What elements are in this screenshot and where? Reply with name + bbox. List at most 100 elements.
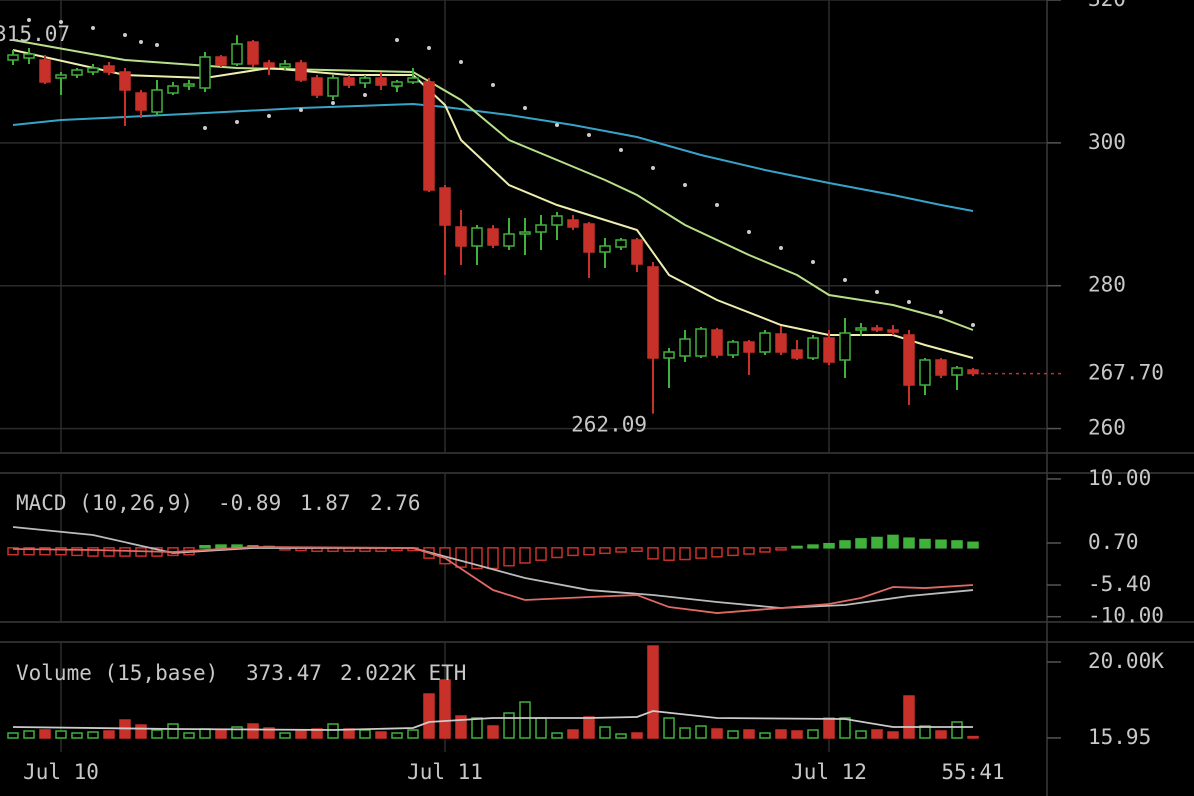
candle-body (151, 89, 163, 113)
macd-histogram-bar (23, 547, 35, 556)
candle-body (839, 332, 851, 361)
volume-bar (551, 732, 563, 739)
volume-bar (903, 695, 915, 739)
macd-histogram-bar (55, 547, 67, 556)
volume-bar (679, 727, 691, 739)
macd-histogram-bar (487, 547, 499, 570)
volume-bar (263, 727, 275, 739)
candle-body (759, 332, 771, 353)
candle-body (199, 56, 211, 89)
indicator-line (12, 39, 974, 331)
x-tick-label: Jul 11 (407, 760, 483, 784)
panel-readout: 2.76 (370, 491, 421, 515)
macd-histogram-bar (199, 545, 211, 549)
sar-dot (267, 114, 271, 118)
candle-body (823, 337, 835, 363)
candle-body (951, 367, 963, 376)
candle-body (599, 245, 611, 253)
sar-dot (875, 290, 879, 294)
candle-body (935, 359, 947, 376)
volume-bar (935, 730, 947, 739)
macd-histogram-bar (695, 547, 707, 559)
volume-bar (807, 729, 819, 739)
candle-body (439, 187, 451, 226)
macd-histogram-bar (583, 547, 595, 556)
candle-body (295, 62, 307, 81)
sar-dot (843, 278, 847, 282)
volume-bar (423, 693, 435, 739)
sar-dot (395, 38, 399, 42)
candle-body (375, 77, 387, 86)
sar-dot (683, 183, 687, 187)
volume-bar (39, 729, 51, 739)
volume-bar (327, 723, 339, 739)
panel-readout: 2.022K ETH (340, 661, 466, 685)
y-tick-label: 260 (1088, 416, 1126, 440)
volume-bar (823, 717, 835, 739)
macd-histogram-bar (87, 547, 99, 557)
volume-bar (951, 721, 963, 739)
candle-body (23, 53, 35, 59)
candle-body (647, 266, 659, 359)
candle-body (183, 83, 195, 87)
sar-dot (91, 26, 95, 30)
volume-bar (55, 730, 67, 739)
panel-title: Volume (15,base) (16, 661, 218, 685)
candle-body (263, 62, 275, 68)
sar-dot (651, 166, 655, 170)
y-tick-label: 0.70 (1088, 530, 1139, 554)
sar-dot (235, 120, 239, 124)
sar-dot (619, 148, 623, 152)
candle-body (775, 333, 787, 353)
macd-histogram-bar (775, 547, 787, 551)
macd-histogram-bar (615, 547, 627, 553)
candle-body (87, 67, 99, 73)
volume-bar (391, 732, 403, 739)
candle-body (471, 227, 483, 247)
macd-histogram-bar (647, 547, 659, 560)
candle-body (727, 341, 739, 356)
volume-bar (23, 730, 35, 739)
candle-body (311, 77, 323, 96)
macd-histogram-bar (839, 540, 851, 549)
volume-bar (567, 729, 579, 739)
y-tick-label: 300 (1088, 130, 1126, 154)
macd-histogram-bar (903, 537, 915, 549)
volume-bar (775, 729, 787, 739)
candle-body (903, 334, 915, 386)
volume-bar (967, 735, 979, 739)
volume-bar (791, 730, 803, 739)
macd-histogram-bar (567, 547, 579, 557)
indicator-line (12, 546, 974, 614)
panel-readout: 373.47 (246, 661, 322, 685)
volume-bar (103, 730, 115, 739)
volume-bar (839, 717, 851, 739)
volume-bar (183, 732, 195, 739)
candle-body (455, 226, 467, 247)
candle-body (391, 81, 403, 87)
volume-bar (407, 729, 419, 739)
candle-body (423, 81, 435, 191)
candle-body (279, 63, 291, 68)
last-price-label: 267.70 (1088, 361, 1164, 385)
sar-dot (587, 133, 591, 137)
y-tick-label: 15.95 (1088, 725, 1151, 749)
volume-bar (455, 715, 467, 739)
sar-dot (779, 246, 783, 250)
macd-histogram-bar (119, 547, 131, 557)
sar-dot (155, 43, 159, 47)
candle-body (327, 77, 339, 97)
candle-body (519, 231, 531, 235)
macd-histogram-bar (215, 544, 227, 549)
sar-dot (971, 323, 975, 327)
sar-dot (523, 106, 527, 110)
macd-histogram-bar (679, 547, 691, 561)
panel-readout: 1.87 (300, 491, 351, 515)
volume-bar (711, 728, 723, 739)
volume-bar (631, 732, 643, 739)
volume-bar (135, 724, 147, 739)
volume-bar (615, 733, 627, 739)
candle-body (711, 329, 723, 356)
macd-histogram-bar (663, 547, 675, 561)
